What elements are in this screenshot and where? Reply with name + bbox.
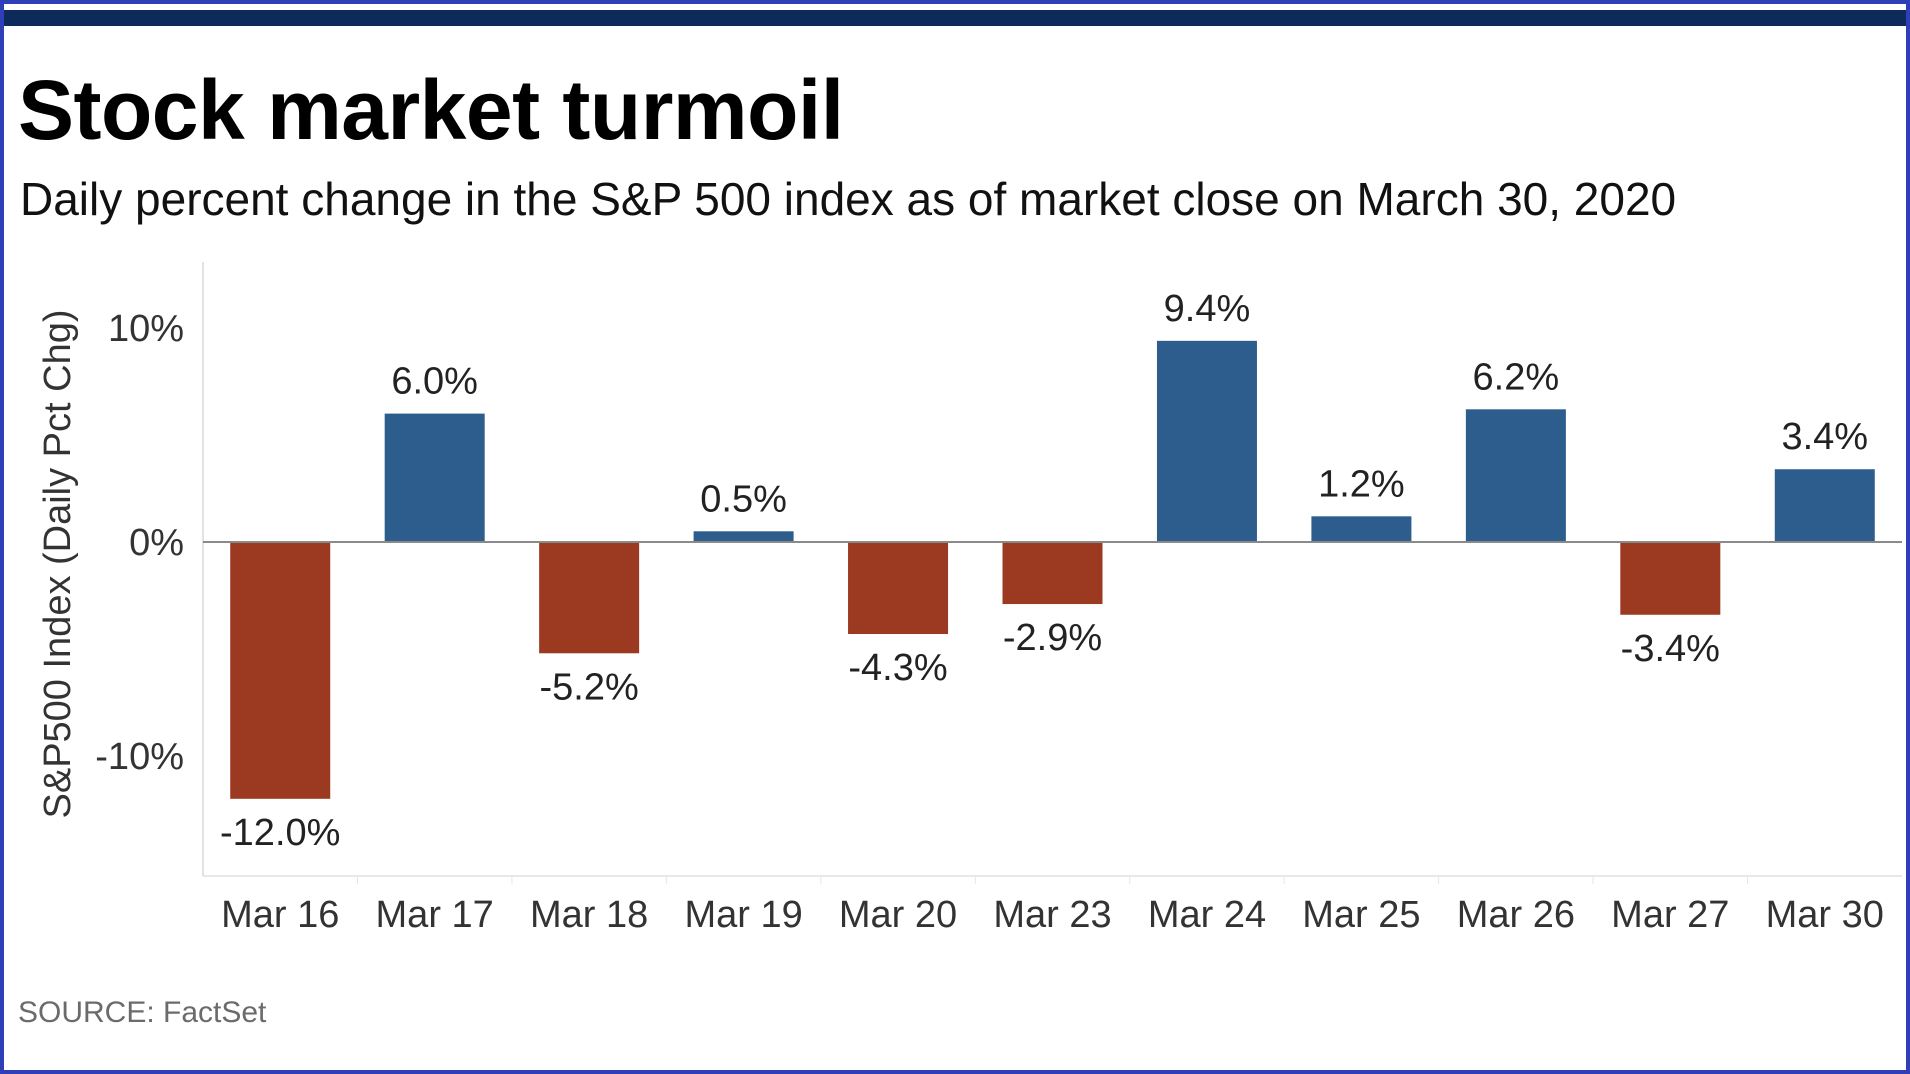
chart-frame: Stock market turmoil Daily percent chang… <box>4 4 1906 1070</box>
x-tick-label: Mar 23 <box>993 894 1111 936</box>
bar <box>1156 340 1257 542</box>
x-tick-label: Mar 25 <box>1302 894 1420 936</box>
bar <box>539 542 640 654</box>
bar <box>1774 469 1875 542</box>
bar <box>848 542 949 635</box>
data-label: -4.3% <box>848 647 947 689</box>
x-tick-label: Mar 24 <box>1148 894 1266 936</box>
bar <box>1002 542 1103 605</box>
y-axis-title: S&P500 Index (Daily Pct Chg) <box>37 309 79 818</box>
y-tick-label: 10% <box>108 308 184 350</box>
bar-chart: 10% 0% -10% S&P500 Index (Daily Pct Chg) -12… <box>37 262 1902 936</box>
chart-subtitle: Daily percent change in the S&P 500 inde… <box>20 173 1677 225</box>
bar <box>1620 542 1721 615</box>
x-tick-label: Mar 17 <box>376 894 494 936</box>
data-label: -3.4% <box>1621 628 1720 670</box>
x-tick-label: Mar 18 <box>530 894 648 936</box>
data-label: 0.5% <box>700 478 787 520</box>
y-tick-label: 0% <box>129 522 184 564</box>
x-tick-label: Mar 27 <box>1611 894 1729 936</box>
data-label: 1.2% <box>1318 463 1405 505</box>
data-label: -5.2% <box>539 666 638 708</box>
data-label: 6.0% <box>391 361 478 403</box>
x-tick-label: Mar 26 <box>1457 894 1575 936</box>
header-bar <box>4 10 1906 26</box>
bar <box>1311 516 1412 542</box>
source-note: SOURCE: FactSet <box>18 996 267 1029</box>
data-label: -2.9% <box>1003 617 1102 659</box>
bar <box>230 542 331 799</box>
data-label: 9.4% <box>1164 288 1251 330</box>
data-label: 6.2% <box>1473 356 1560 398</box>
data-label: 3.4% <box>1781 416 1868 458</box>
x-tick-label: Mar 30 <box>1766 894 1884 936</box>
bar <box>1465 409 1566 542</box>
bar <box>384 413 485 542</box>
y-tick-label: -10% <box>95 736 184 778</box>
bar <box>693 531 794 542</box>
x-tick-label: Mar 20 <box>839 894 957 936</box>
x-tick-label: Mar 19 <box>684 894 802 936</box>
x-tick-label: Mar 16 <box>221 894 339 936</box>
chart-title: Stock market turmoil <box>18 63 844 157</box>
data-label: -12.0% <box>220 812 340 854</box>
